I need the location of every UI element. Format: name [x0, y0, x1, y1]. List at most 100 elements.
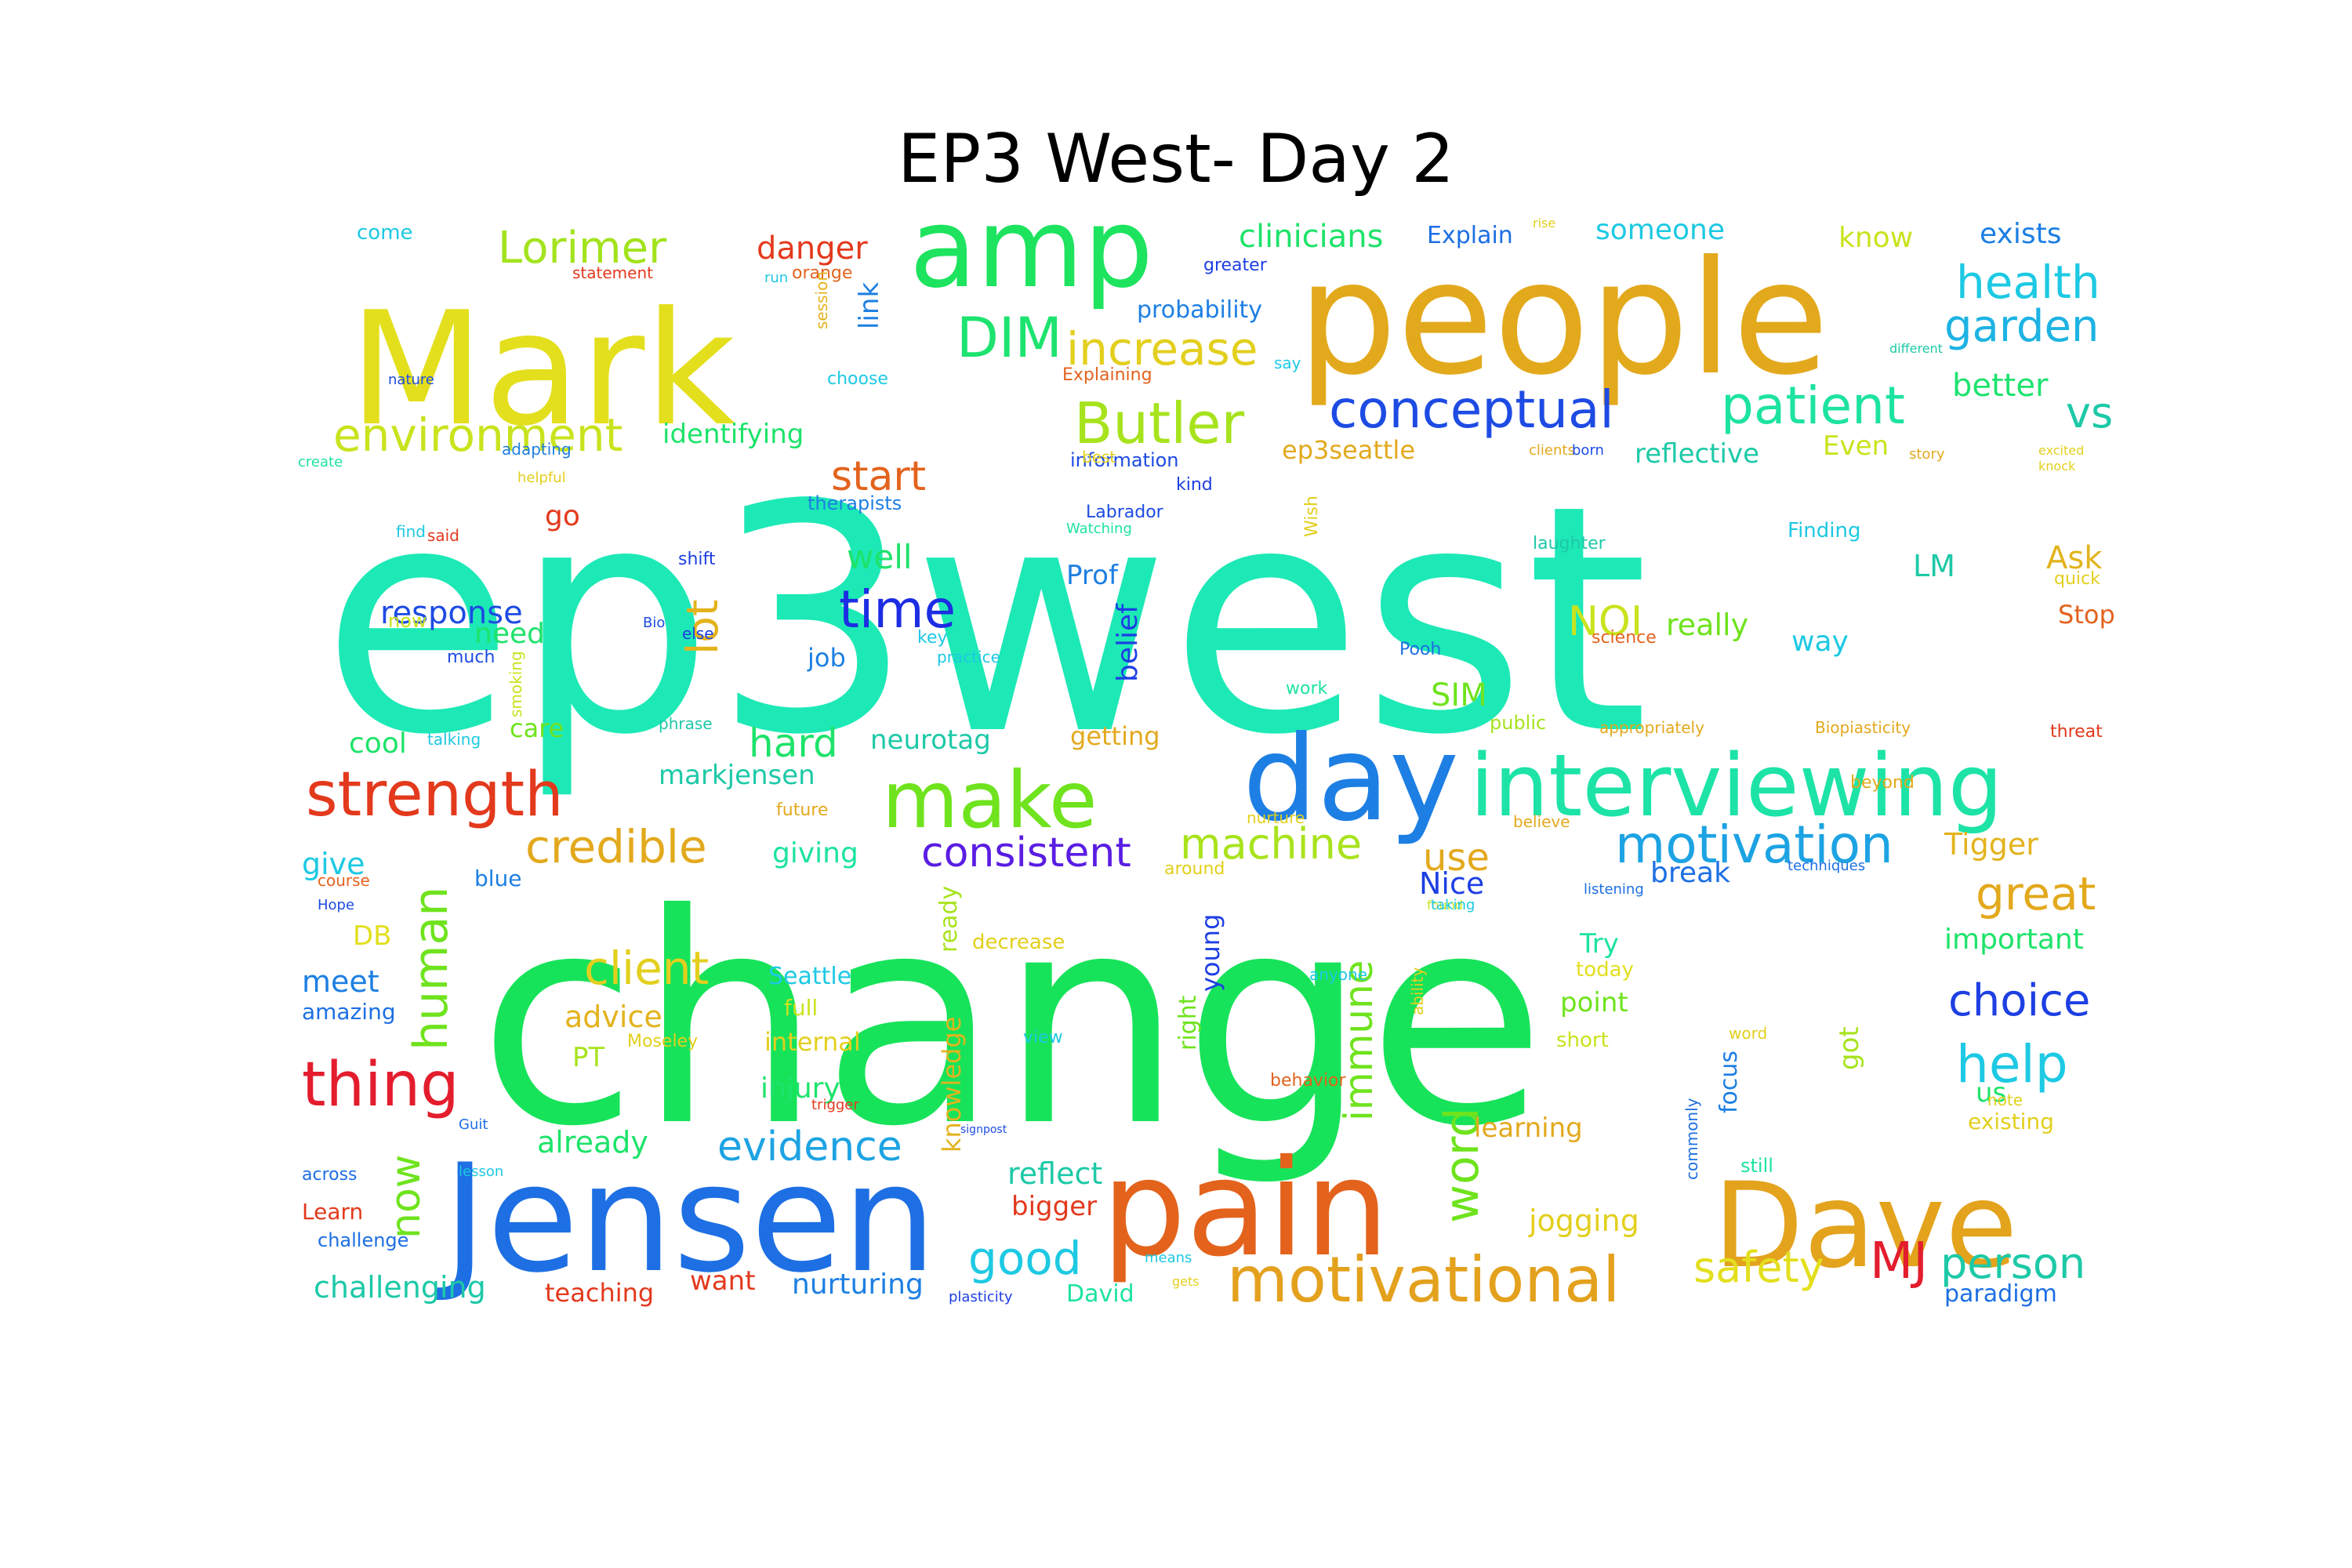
- word-cloud-word: someone: [1595, 214, 1725, 246]
- word-cloud-word: challenge: [318, 1229, 408, 1251]
- word-cloud-word: MJ: [1870, 1232, 1928, 1290]
- word-cloud-word: appropriately: [1599, 718, 1704, 737]
- word-cloud-word: LM: [1913, 549, 1955, 583]
- word-cloud-word: environment: [333, 408, 622, 462]
- word-cloud-word: smoking: [506, 651, 525, 717]
- word-cloud-word: phrase: [659, 714, 713, 733]
- word-cloud-word: nurturing: [792, 1269, 924, 1301]
- word-cloud-word: techniques: [1788, 858, 1865, 874]
- word-cloud-word: person: [1940, 1239, 2085, 1288]
- word-cloud-word: work: [1286, 679, 1327, 699]
- word-cloud-word: DB: [353, 920, 392, 952]
- word-cloud-word: good: [968, 1232, 1082, 1285]
- word-cloud-word: vs: [2066, 388, 2113, 437]
- word-cloud-word: DIM: [956, 306, 1062, 370]
- word-cloud-word: course: [318, 871, 370, 890]
- word-cloud-word: nature: [388, 372, 434, 388]
- word-cloud-word: giving: [772, 837, 858, 869]
- word-cloud-word: ready: [935, 886, 963, 953]
- chart-title: EP3 West- Day 2: [898, 120, 1454, 198]
- word-cloud-word: Prof: [1066, 560, 1119, 591]
- word-cloud-word: else: [682, 624, 714, 643]
- word-cloud-word: now: [388, 610, 427, 632]
- word-cloud-word: go: [545, 500, 580, 532]
- word-cloud-word: laughter: [1533, 534, 1606, 554]
- word-cloud-word: consistent: [921, 829, 1131, 877]
- word-cloud-word: great: [1976, 867, 2096, 920]
- word-cloud-word: Mark: [349, 278, 735, 461]
- word-cloud-word: credible: [525, 820, 707, 873]
- word-cloud-word: reflect: [1007, 1156, 1102, 1191]
- word-cloud-word: Try: [1579, 928, 1619, 960]
- word-cloud-word: found: [1427, 898, 1463, 913]
- word-cloud-word: neurotag: [870, 724, 991, 756]
- word-cloud-word: Nice: [1419, 866, 1484, 901]
- word-cloud-word: create: [298, 454, 343, 470]
- word-cloud-word: talking: [427, 730, 481, 749]
- word-cloud-word: science: [1592, 628, 1657, 648]
- word-cloud-word: say: [1274, 354, 1301, 372]
- word-cloud-word: Guit: [459, 1116, 488, 1133]
- word-cloud-word: Biopiasticity: [1815, 718, 1911, 737]
- word-cloud-word: human: [404, 887, 459, 1051]
- word-cloud-word: markjensen: [659, 760, 815, 791]
- word-cloud-word: important: [1944, 924, 2084, 956]
- word-cloud-word: choice: [1948, 975, 2090, 1026]
- word-cloud-word: trigger: [811, 1097, 859, 1113]
- word-cloud-word: Tigger: [1944, 827, 2038, 862]
- word-cloud-word: David: [1066, 1280, 1134, 1308]
- word-cloud-word: thing: [302, 1050, 459, 1120]
- word-cloud-word: well: [847, 538, 913, 576]
- word-cloud-word: Watching: [1066, 521, 1132, 537]
- word-cloud-word: future: [776, 800, 828, 820]
- word-cloud-word: signpost: [960, 1123, 1007, 1136]
- word-cloud-word: conceptual: [1329, 379, 1614, 440]
- word-cloud-word: time: [839, 579, 956, 640]
- word-cloud-word: today: [1576, 958, 1634, 982]
- word-cloud-word: PT: [572, 1042, 605, 1073]
- word-cloud-word: public: [1490, 712, 1546, 734]
- word-cloud-word: Lorimer: [498, 223, 667, 274]
- word-cloud-word: beyond: [1850, 773, 1915, 793]
- word-cloud-word: make: [882, 754, 1098, 846]
- word-cloud-word: Wish: [1302, 495, 1322, 537]
- word-cloud-word: clinicians: [1239, 219, 1384, 255]
- word-cloud-word: pain: [1102, 1131, 1389, 1287]
- word-cloud-word: story: [1909, 446, 1945, 463]
- word-cloud-word: getting: [1070, 721, 1160, 751]
- word-cloud-word: Explaining: [1062, 365, 1152, 385]
- word-cloud-word: strength: [306, 760, 564, 830]
- word-cloud-word: SIM: [1431, 677, 1487, 713]
- word-cloud-word: session: [812, 271, 831, 329]
- word-cloud-word: start: [831, 453, 926, 500]
- word-cloud-word: behavior: [1270, 1071, 1347, 1091]
- word-cloud-word: immune: [1336, 960, 1381, 1121]
- word-cloud-word: got: [1834, 1026, 1865, 1070]
- word-cloud-word: full: [784, 995, 818, 1021]
- word-cloud-word: motivational: [1227, 1243, 1620, 1316]
- word-cloud-word: machine: [1180, 819, 1362, 869]
- word-cloud-word: hard: [749, 720, 838, 766]
- word-cloud-word: interviewing: [1470, 735, 2003, 836]
- word-cloud-word: reflective: [1635, 438, 1759, 470]
- word-cloud-word: now: [383, 1155, 430, 1239]
- word-cloud-word: belief: [1112, 603, 1144, 682]
- word-cloud-word: young: [1196, 914, 1225, 992]
- word-cloud-word: Even: [1823, 430, 1889, 462]
- word-cloud-word: run: [764, 270, 788, 286]
- word-cloud-word: exists: [1980, 218, 2061, 250]
- word-cloud-word: Dave: [1713, 1158, 2017, 1294]
- word-cloud-word: lot: [677, 600, 728, 655]
- word-cloud-word: really: [1666, 608, 1748, 642]
- word-cloud-word: word: [1435, 1108, 1490, 1223]
- word-cloud-word: ep3west: [321, 439, 1649, 804]
- word-cloud-word: different: [1889, 341, 1943, 356]
- word-cloud-word: injury: [760, 1073, 840, 1105]
- word-cloud-word: decrease: [972, 931, 1065, 954]
- word-cloud-word: Explain: [1427, 222, 1513, 249]
- word-cloud-word: anyone: [1309, 965, 1367, 984]
- word-cloud-word: quick: [2054, 569, 2100, 589]
- word-cloud-word: Hope: [318, 897, 354, 913]
